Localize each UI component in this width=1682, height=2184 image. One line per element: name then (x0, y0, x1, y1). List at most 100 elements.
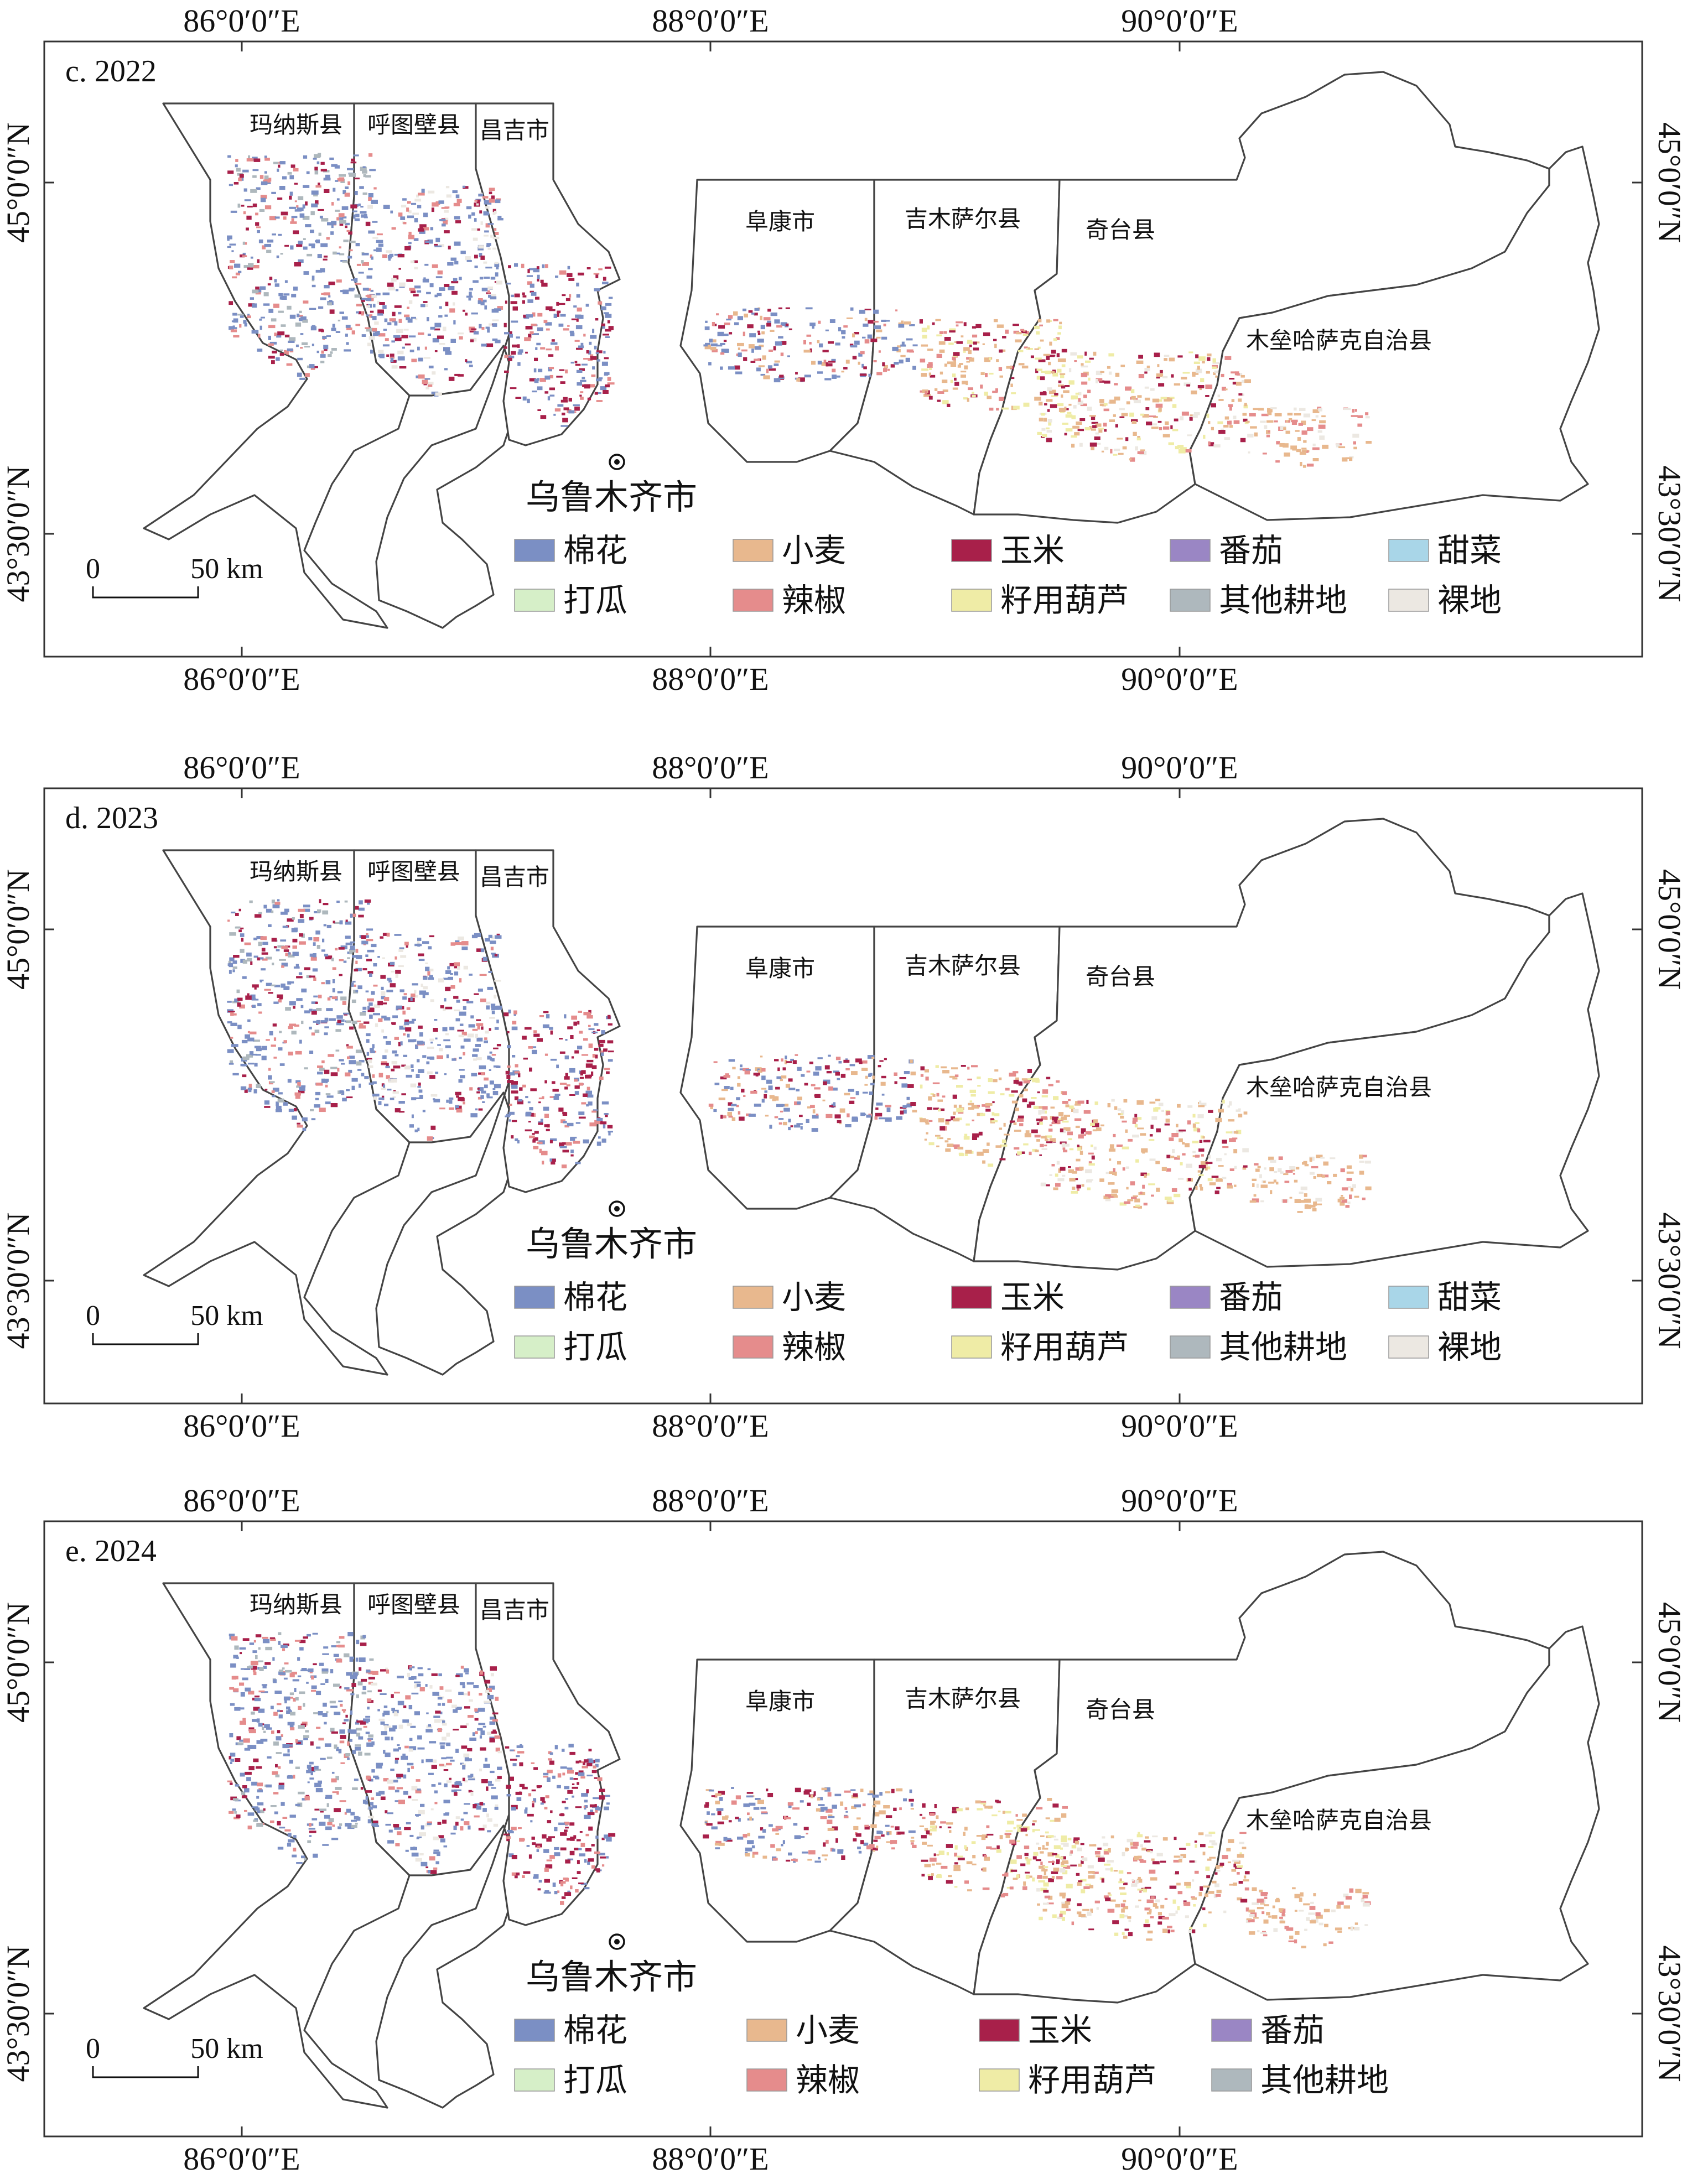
crop-pixel (253, 1707, 260, 1711)
crop-pixel (412, 1666, 415, 1668)
crop-pixel (517, 351, 522, 355)
crop-pixel (945, 1148, 951, 1152)
crop-pixel (522, 295, 527, 298)
crop-pixel (928, 1120, 933, 1122)
crop-pixel (430, 1125, 436, 1130)
crop-pixel (299, 377, 305, 380)
crop-pixel (330, 351, 333, 354)
crop-pixel (503, 346, 507, 349)
crop-pixel (942, 1095, 946, 1098)
crop-pixel (240, 1086, 247, 1090)
crop-pixel (575, 325, 583, 330)
crop-pixel (272, 1657, 275, 1661)
crop-pixel (330, 1705, 338, 1708)
crop-pixel (366, 1052, 370, 1056)
crop-pixel (855, 1058, 862, 1063)
crop-pixel (415, 1814, 421, 1816)
crop-pixel (574, 340, 580, 342)
crop-pixel (267, 240, 274, 243)
crop-pixel (952, 356, 956, 361)
crop-pixel (297, 1122, 300, 1125)
crop-pixel (372, 221, 378, 223)
crop-pixel (909, 1798, 914, 1802)
crop-pixel (345, 942, 353, 945)
crop-pixel (531, 1837, 535, 1840)
crop-pixel (763, 317, 771, 321)
crop-pixel (533, 1874, 539, 1878)
crop-pixel (1020, 1863, 1026, 1866)
crop-pixel (293, 1006, 295, 1009)
crop-pixel (982, 1160, 986, 1164)
county-label: 昌吉市 (480, 864, 549, 891)
crop-pixel (432, 371, 436, 375)
crop-pixel (490, 277, 496, 280)
crop-pixel (283, 1040, 287, 1043)
crop-pixel (452, 190, 458, 194)
crop-pixel (766, 368, 769, 373)
crop-pixel (954, 1074, 959, 1077)
crop-pixel (371, 1741, 375, 1746)
crop-pixel (321, 1671, 328, 1674)
crop-pixel (532, 312, 536, 317)
crop-pixel (1301, 420, 1306, 425)
crop-pixel (466, 1682, 474, 1685)
crop-pixel (468, 298, 471, 301)
crop-pixel (1149, 1139, 1155, 1141)
crop-pixel (525, 1027, 532, 1030)
crop-pixel (1164, 397, 1170, 402)
crop-pixel (593, 1765, 596, 1769)
crop-pixel (438, 978, 444, 982)
crop-pixel (1291, 421, 1297, 425)
crop-pixel (516, 1872, 520, 1876)
crop-pixel (1090, 1122, 1095, 1126)
crop-pixel (576, 1839, 581, 1842)
crop-pixel (828, 1816, 835, 1818)
crop-pixel (545, 1795, 549, 1798)
crop-pixel (335, 1776, 339, 1781)
crop-pixel (1109, 1171, 1113, 1174)
crop-pixel (760, 1807, 766, 1809)
crop-pixel (417, 1086, 421, 1088)
crop-pixel (573, 404, 580, 407)
crop-pixel (1059, 321, 1062, 325)
latitude-label-right: 43°30′0″N (1652, 1213, 1682, 1349)
crop-pixel (738, 347, 740, 350)
crop-pixel (573, 1141, 580, 1144)
crop-pixel (416, 1074, 420, 1078)
crop-pixel (439, 1048, 443, 1052)
county-label: 吉木萨尔县 (905, 205, 1021, 232)
crop-pixel (393, 1780, 398, 1783)
crop-pixel (418, 1025, 423, 1029)
crop-pixel (831, 358, 836, 363)
crop-pixel (797, 1101, 801, 1105)
crop-pixel (460, 1098, 465, 1101)
crop-pixel (514, 293, 520, 298)
crop-pixel (841, 330, 846, 335)
crop-pixel (330, 1067, 338, 1069)
crop-pixel (352, 1672, 358, 1677)
crop-pixel (425, 304, 428, 307)
crop-pixel (1021, 330, 1027, 334)
crop-pixel (851, 1806, 856, 1809)
crop-pixel (1232, 1137, 1238, 1140)
crop-pixel (271, 984, 276, 986)
crop-pixel (360, 1642, 367, 1646)
crop-pixel (392, 1050, 397, 1054)
crop-pixel (867, 1055, 875, 1059)
crop-pixel (562, 1142, 569, 1145)
crop-pixel (1020, 329, 1025, 331)
crop-pixel (1268, 430, 1270, 433)
crop-pixel (1087, 389, 1091, 393)
crop-pixel (575, 1122, 581, 1124)
crop-pixel (326, 1711, 329, 1713)
legend-swatch (514, 1286, 555, 1309)
crop-pixel (1221, 373, 1224, 377)
crop-pixel (864, 339, 870, 344)
crop-pixel (567, 1790, 573, 1794)
crop-pixel (878, 1065, 881, 1068)
crop-pixel (271, 191, 276, 194)
crop-pixel (1317, 1203, 1322, 1205)
crop-pixel (761, 1812, 768, 1814)
crop-pixel (608, 1059, 613, 1062)
crop-pixel (236, 1814, 241, 1818)
